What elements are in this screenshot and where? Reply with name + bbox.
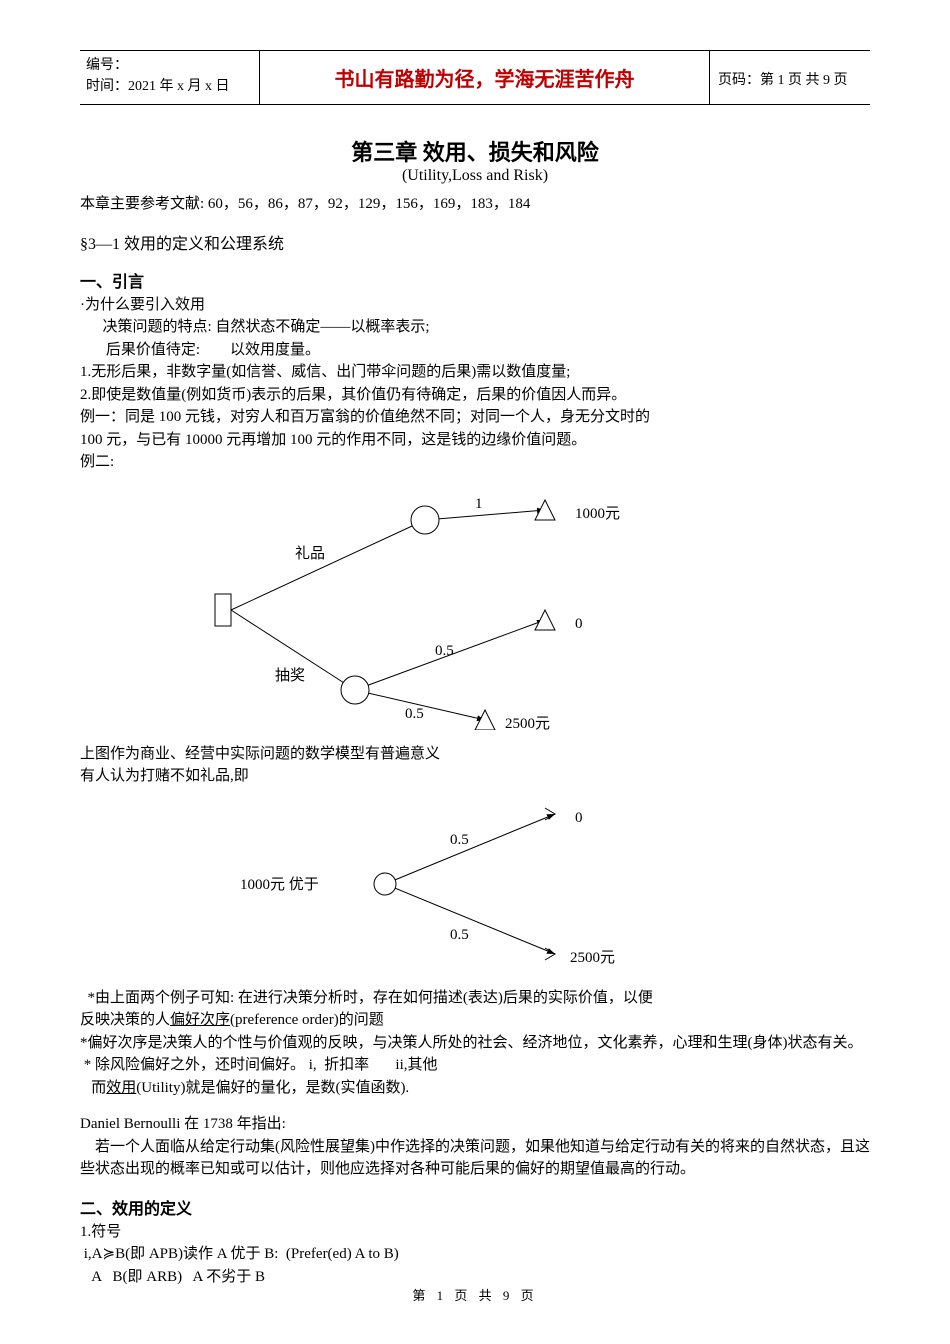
svg-text:1000元 优于: 1000元 优于 (240, 876, 319, 893)
point-2: 2.即使是数值量(例如货币)表示的后果，其价值仍有待确定，后果的价值因人而异。 (80, 384, 870, 407)
heading-intro: 一、引言 (80, 268, 870, 292)
svg-text:2500元: 2500元 (570, 950, 615, 966)
after-d1-a: 上图作为商业、经营中实际问题的数学模型有普遍意义 (80, 743, 870, 766)
svg-text:0.5: 0.5 (435, 643, 454, 659)
svg-text:0: 0 (575, 810, 583, 826)
example-2-label: 例二: (80, 451, 870, 474)
star-1b-post: (preference order)的问题 (230, 1012, 384, 1028)
heading-definition: 二、效用的定义 (80, 1195, 870, 1219)
page-header: 编号： 时间：2021 年 x 月 x 日 书山有路勤为径，学海无涯苦作舟 页码… (80, 50, 870, 105)
svg-text:0.5: 0.5 (405, 706, 424, 722)
section-3-1: §3—1 效用的定义和公理系统 (80, 230, 870, 254)
star-1b-underline: 偏好次序 (170, 1012, 230, 1028)
after-d1-b: 有人认为打赌不如礼品,即 (80, 765, 870, 788)
bernoulli-body: 若一个人面临从给定行动集(风险性展望集)中作选择的决策问题，如果他知道与给定行动… (80, 1136, 870, 1181)
star-1b-pre: 反映决策的人 (80, 1012, 170, 1028)
intro-line2: 后果价值待定: 以效用度量。 (80, 339, 870, 362)
title-block: 第三章 效用、损失和风险 (Utility,Loss and Risk) (80, 135, 870, 185)
references-line: 本章主要参考文献: 60，56，86，87，92，129，156，169，183… (80, 193, 870, 216)
svg-text:0: 0 (575, 616, 583, 632)
intro-line2b: 以效用度量。 (230, 339, 320, 362)
def-i: i,A≽B(即 APB)读作 A 优于 B: (Prefer(ed) A to … (80, 1243, 870, 1266)
point-1: 1.无形后果，非数字量(如信誉、威信、出门带伞问题的后果)需以数值度量; (80, 361, 870, 384)
chapter-title: 第三章 效用、损失和风险 (80, 135, 870, 167)
star-1b: 反映决策的人偏好次序(preference order)的问题 (80, 1009, 870, 1032)
decision-tree-2: 0.5 0.5 0 2500元 1000元 优于 (175, 794, 775, 979)
doc-id-label: 编号： (86, 55, 253, 76)
utility-pre: 而 (80, 1080, 106, 1096)
intro-line2a: 后果价值待定: (80, 339, 230, 362)
page-footer: 第 1 页 共 9 页 (80, 1285, 870, 1304)
header-right: 页码：第 1 页 共 9 页 (710, 51, 870, 104)
svg-text:0.5: 0.5 (450, 832, 469, 848)
header-left: 编号： 时间：2021 年 x 月 x 日 (80, 51, 260, 104)
svg-text:0.5: 0.5 (450, 927, 469, 943)
utility-post: (Utility)就是偏好的量化，是数(实值函数). (136, 1080, 409, 1096)
svg-text:2500元: 2500元 (505, 716, 550, 730)
bernoulli-heading: Daniel Bernoulli 在 1738 年指出: (80, 1113, 870, 1136)
decision-tree-1: 礼品抽奖 1 0.5 0.5 1000元 0 2500元 (175, 480, 775, 735)
example-1b: 100 元，与已有 10000 元再增加 100 元的作用不同，这是钱的边缘价值… (80, 429, 870, 452)
chapter-subtitle: (Utility,Loss and Risk) (80, 167, 870, 185)
star-3: * 除风险偏好之外，还时间偏好。 i, 折扣率 ii,其他 (80, 1054, 870, 1077)
utility-line: 而效用(Utility)就是偏好的量化，是数(实值函数). (80, 1077, 870, 1100)
doc-time-label: 时间：2021 年 x 月 x 日 (86, 76, 253, 97)
star-1a: *由上面两个例子可知: 在进行决策分析时，存在如何描述(表达)后果的实际价值，以… (80, 987, 870, 1010)
header-center: 书山有路勤为径，学海无涯苦作舟 (260, 51, 710, 104)
intro-line1: 决策问题的特点: 自然状态不确定——以概率表示; (80, 316, 870, 339)
svg-text:1000元: 1000元 (575, 506, 620, 522)
svg-text:礼品: 礼品 (295, 545, 325, 562)
def-1: 1.符号 (80, 1221, 870, 1244)
intro-dot: ·为什么要引入效用 (80, 294, 870, 317)
star-2: *偏好次序是决策人的个性与价值观的反映，与决策人所处的社会、经济地位，文化素养，… (80, 1032, 870, 1055)
svg-text:1: 1 (475, 496, 483, 512)
utility-underline: 效用 (106, 1080, 136, 1096)
example-1a: 例一：同是 100 元钱，对穷人和百万富翁的价值绝然不同；对同一个人，身无分文时… (80, 406, 870, 429)
svg-text:抽奖: 抽奖 (275, 667, 305, 684)
